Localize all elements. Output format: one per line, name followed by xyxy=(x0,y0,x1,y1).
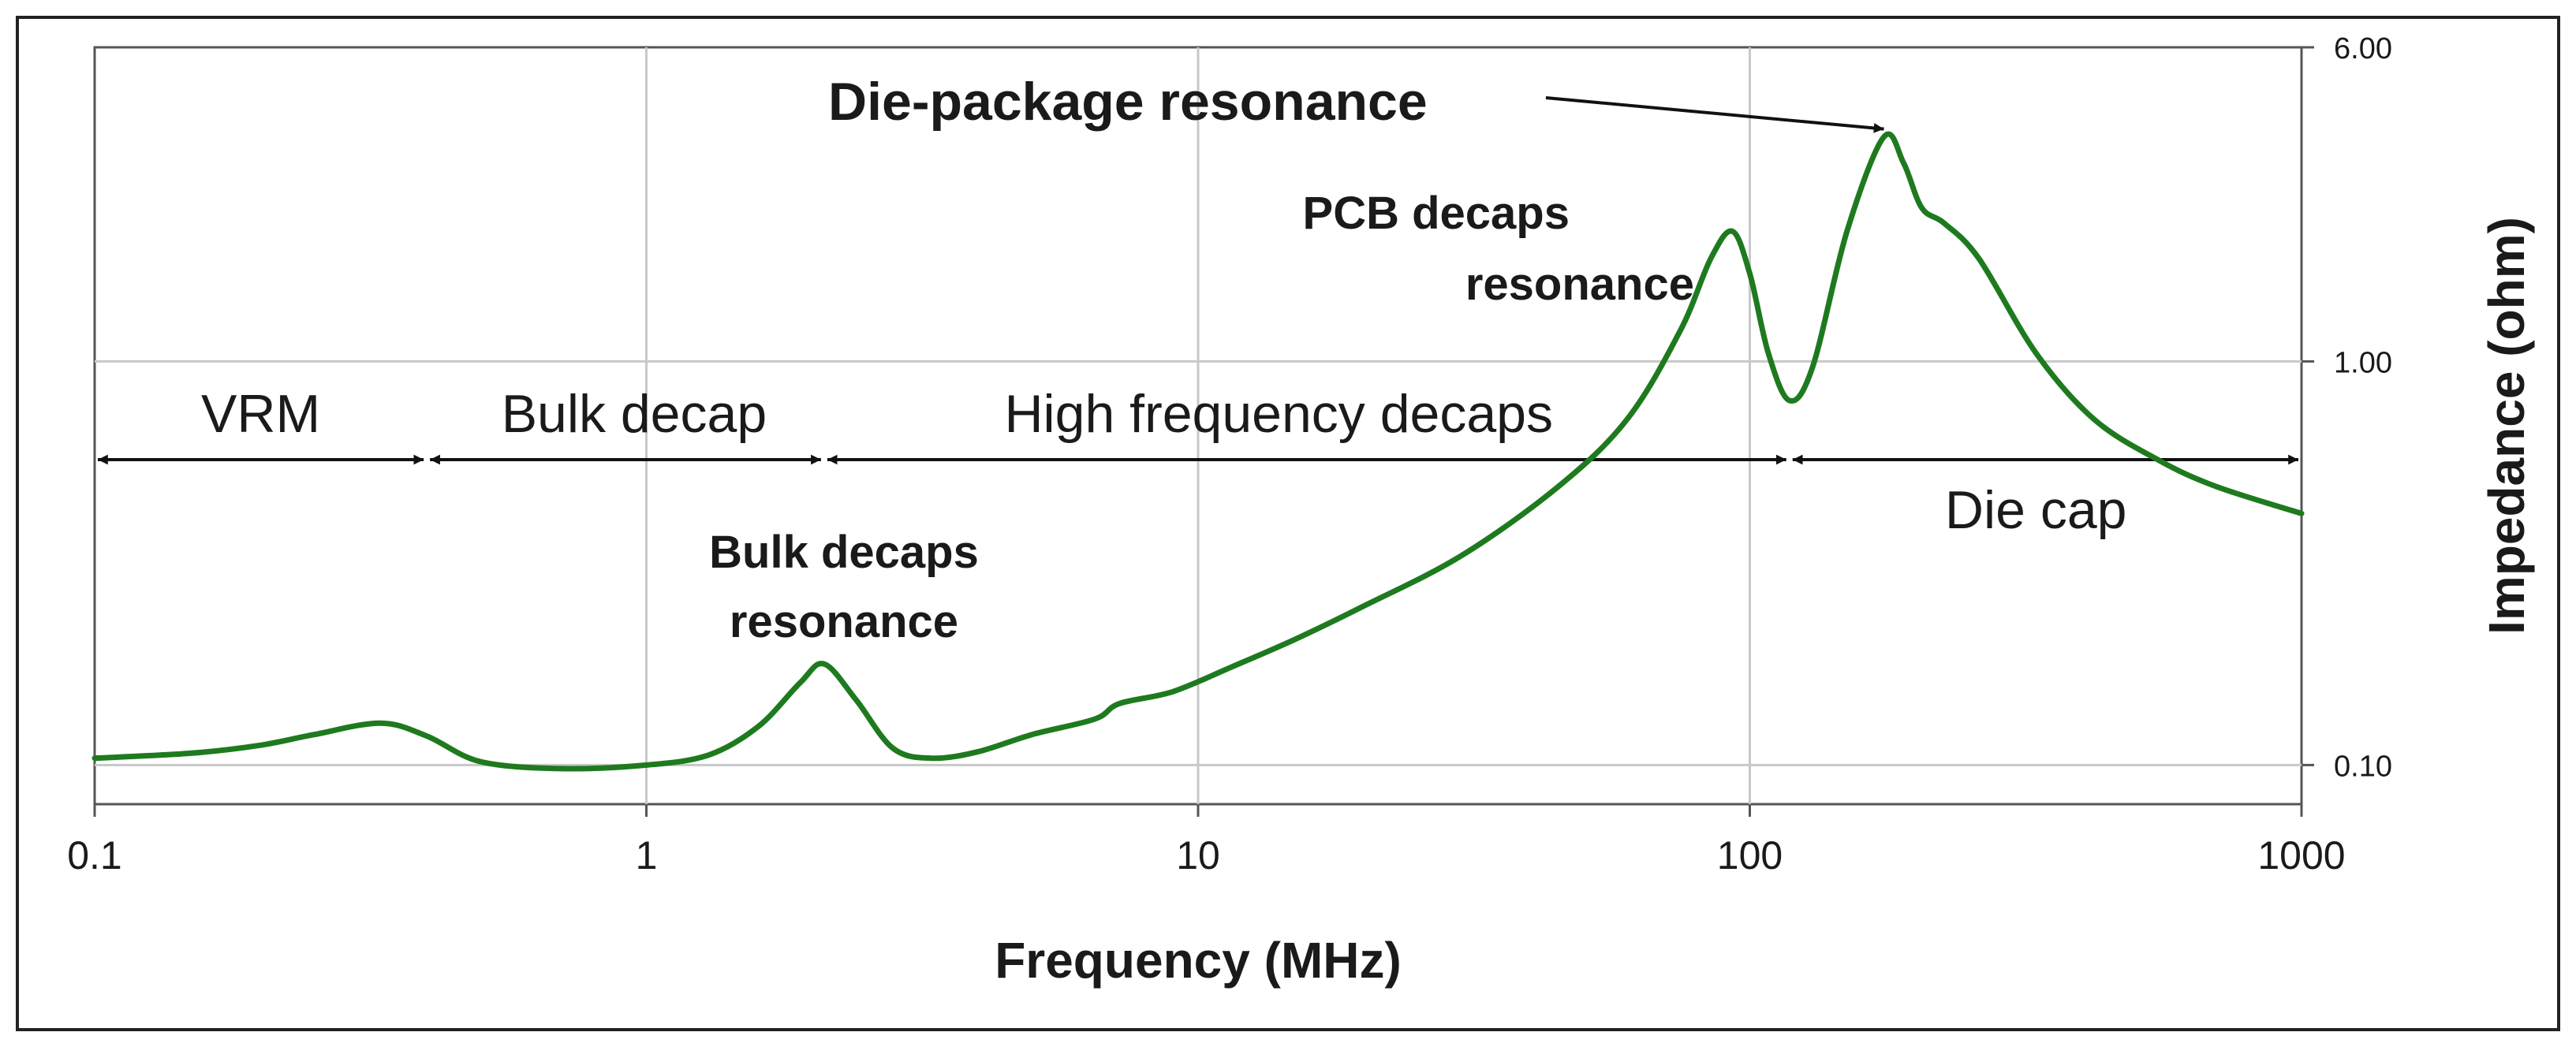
x-tick-label: 10 xyxy=(1176,833,1220,877)
y-tick-label: 0.10 xyxy=(2334,750,2392,783)
region-markers: VRM Bulk decap High frequency decaps Die ca… xyxy=(98,384,2298,540)
pcb-decaps-resonance-line2: resonance xyxy=(1465,259,1694,310)
grid xyxy=(95,47,2302,804)
y-axis-ticks: 6.00 1.00 0.10 xyxy=(2302,32,2392,783)
die-package-resonance-arrow xyxy=(1545,96,1884,133)
x-tick-label: 1000 xyxy=(2257,833,2345,877)
x-axis-title: Frequency (MHz) xyxy=(995,932,1402,989)
y-tick-label: 1.00 xyxy=(2334,346,2392,379)
series-layer xyxy=(91,131,2305,772)
y-axis-title: Impedance (ohm) xyxy=(2478,217,2535,635)
bulk-decaps-resonance-line1: Bulk decaps xyxy=(709,527,979,578)
impedance-series-line xyxy=(91,131,2305,772)
x-axis-ticks: 0.1 1 10 100 1000 xyxy=(67,804,2346,877)
region-label: High frequency decaps xyxy=(1004,384,1553,444)
die-package-resonance-label: Die-package resonance xyxy=(828,72,1428,132)
bulk-decaps-resonance-line2: resonance xyxy=(730,596,958,647)
x-tick-label: 1 xyxy=(636,833,658,877)
x-tick-label: 0.1 xyxy=(67,833,122,877)
pcb-decaps-resonance-line1: PCB decaps xyxy=(1303,188,1570,239)
region-label: VRM xyxy=(201,384,320,444)
region-label: Die cap xyxy=(1945,480,2127,540)
x-tick-label: 100 xyxy=(1717,833,1783,877)
region-label: Bulk decap xyxy=(502,384,767,444)
y-tick-label: 6.00 xyxy=(2334,32,2392,65)
